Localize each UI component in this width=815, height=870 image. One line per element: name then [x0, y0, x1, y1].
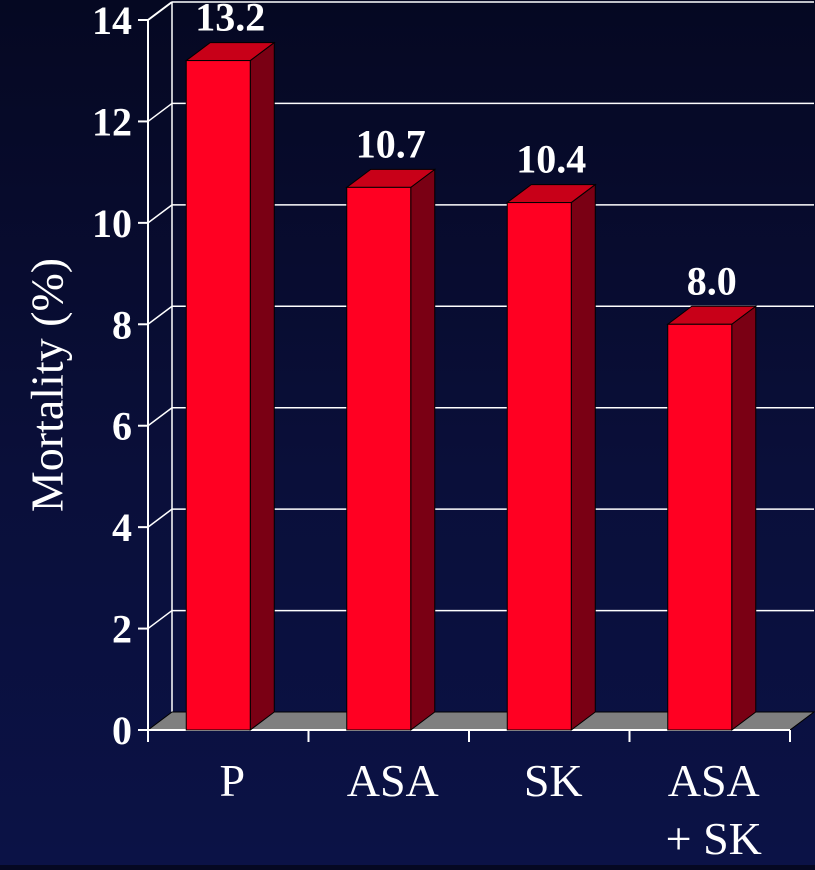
data-label: 13.2 [195, 0, 265, 40]
y-axis-label: Mortality (%) [21, 257, 73, 513]
x-tick-label: SK [524, 755, 583, 806]
y-tick-label: 10 [92, 201, 132, 246]
x-tick-label: ASA [347, 755, 439, 806]
y-tick-label: 0 [112, 708, 132, 753]
y-axis-top-edge [147, 1, 173, 21]
bar [506, 202, 572, 731]
bar-side [570, 183, 596, 731]
bar-side [410, 168, 436, 731]
gridline-side [147, 204, 173, 224]
bar-side [249, 41, 275, 731]
bar [185, 60, 251, 731]
x-tick-label: P [219, 755, 245, 806]
gridline-side [147, 609, 173, 630]
y-tick-label: 6 [112, 404, 132, 449]
bar [346, 186, 412, 731]
y-tick-label: 2 [112, 607, 132, 652]
bar-side [731, 305, 757, 731]
data-label: 10.4 [516, 137, 586, 182]
y-tick-label: 4 [112, 505, 132, 550]
y-tick-label: 8 [112, 302, 132, 347]
x-tick-label: ASA [668, 755, 760, 806]
gridline-side [147, 508, 173, 528]
data-label: 8.0 [687, 258, 737, 303]
x-tick-label: + SK [666, 813, 762, 864]
bar [667, 323, 733, 731]
y-tick-label: 12 [92, 99, 132, 144]
gridline-side [147, 407, 173, 427]
gridline-side [147, 305, 173, 325]
y-tick-label: 14 [92, 0, 132, 43]
gridline-side [147, 102, 173, 123]
data-label: 10.7 [356, 121, 426, 166]
